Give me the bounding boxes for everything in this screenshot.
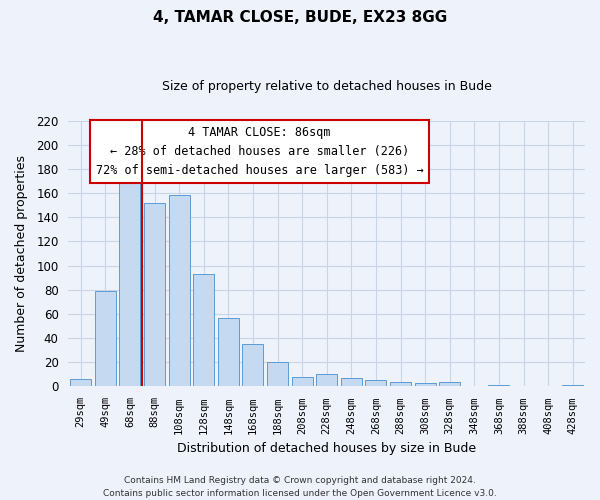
Bar xyxy=(193,274,214,386)
Bar xyxy=(439,382,460,386)
Bar xyxy=(316,374,337,386)
Bar xyxy=(415,383,436,386)
Bar xyxy=(95,291,116,386)
Bar xyxy=(365,380,386,386)
Title: Size of property relative to detached houses in Bude: Size of property relative to detached ho… xyxy=(162,80,491,93)
Text: 4, TAMAR CLOSE, BUDE, EX23 8GG: 4, TAMAR CLOSE, BUDE, EX23 8GG xyxy=(153,10,447,25)
Text: 4 TAMAR CLOSE: 86sqm
← 28% of detached houses are smaller (226)
72% of semi-deta: 4 TAMAR CLOSE: 86sqm ← 28% of detached h… xyxy=(95,126,424,177)
Bar xyxy=(169,196,190,386)
Bar xyxy=(144,202,165,386)
Bar xyxy=(119,175,140,386)
Bar xyxy=(242,344,263,387)
Bar xyxy=(267,362,288,386)
X-axis label: Distribution of detached houses by size in Bude: Distribution of detached houses by size … xyxy=(177,442,476,455)
Y-axis label: Number of detached properties: Number of detached properties xyxy=(15,155,28,352)
Bar xyxy=(292,377,313,386)
Bar xyxy=(390,382,411,386)
Bar xyxy=(70,379,91,386)
Bar xyxy=(341,378,362,386)
Bar xyxy=(562,385,583,386)
Bar xyxy=(488,385,509,386)
Text: Contains HM Land Registry data © Crown copyright and database right 2024.
Contai: Contains HM Land Registry data © Crown c… xyxy=(103,476,497,498)
Bar xyxy=(218,318,239,386)
